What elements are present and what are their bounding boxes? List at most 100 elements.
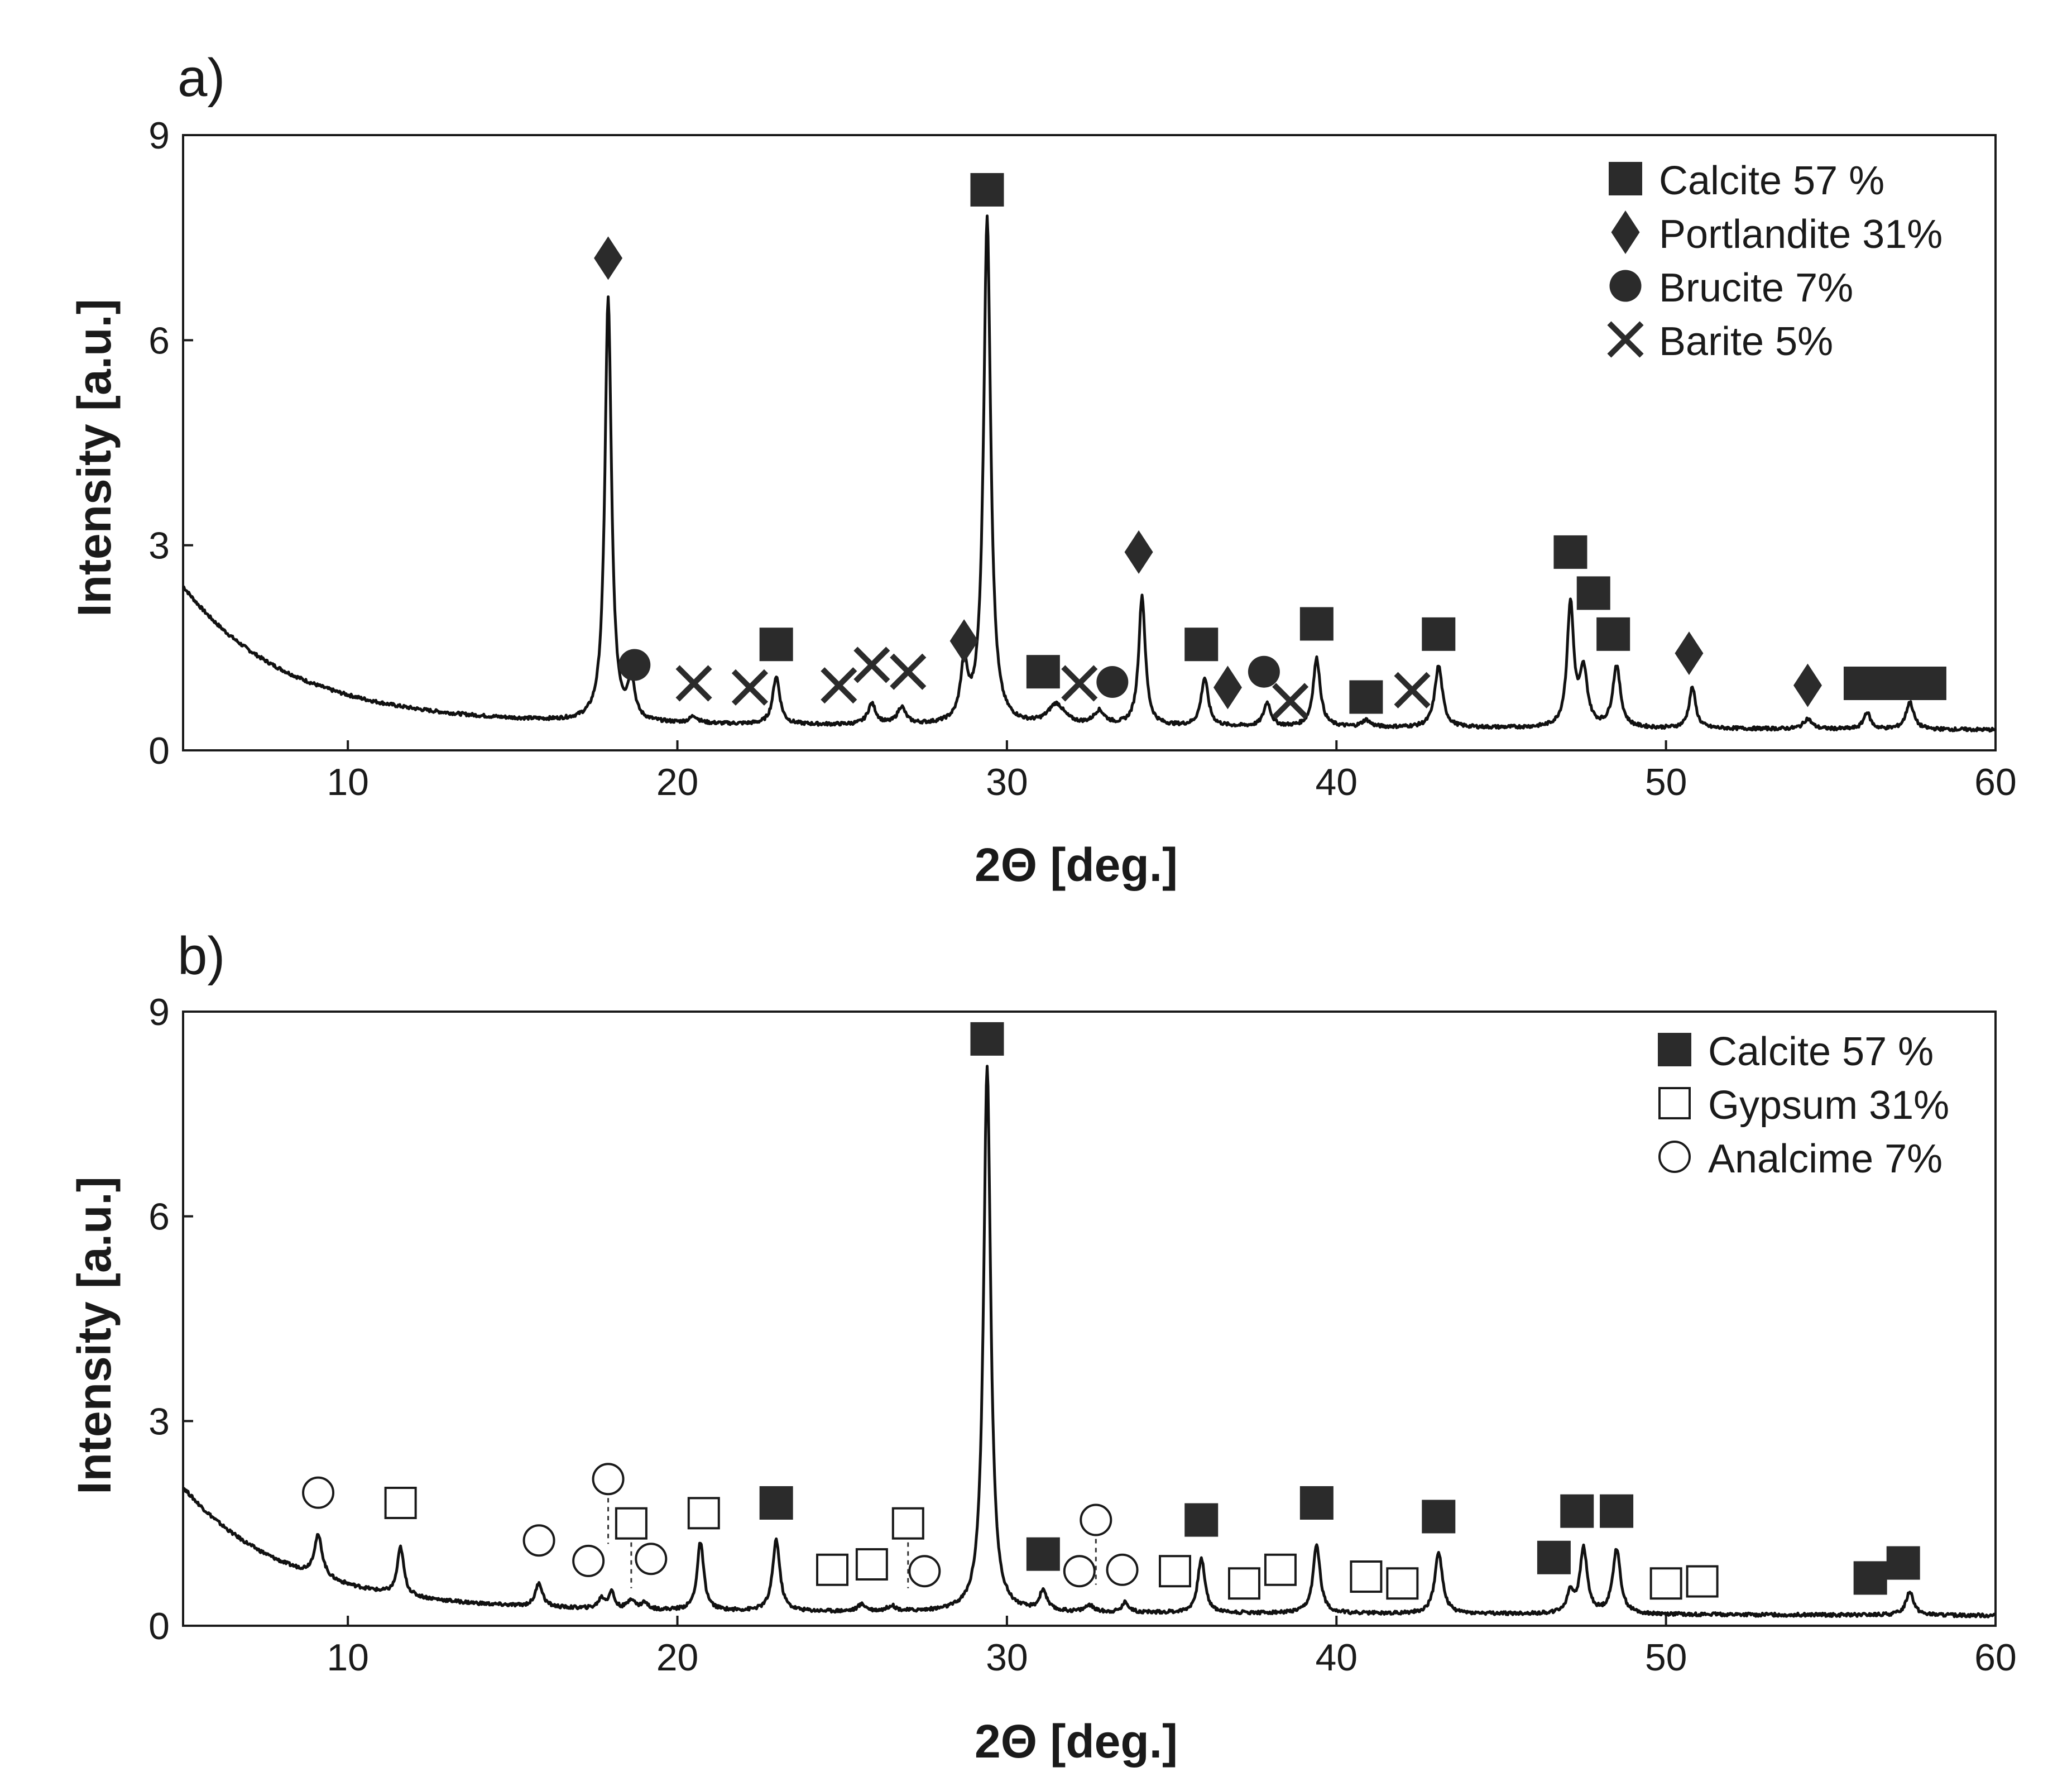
peak-marker-calcite xyxy=(759,1486,793,1520)
panel-a-y-ticks: 0 3 6 9 xyxy=(148,114,170,772)
peak-marker-calcite xyxy=(1600,1494,1634,1528)
peak-marker-barite xyxy=(853,647,890,683)
legend-symbol-cross xyxy=(1607,321,1644,358)
x-tick-label: 60 xyxy=(1974,761,2017,803)
legend-symbol-filled-diamond xyxy=(1611,210,1640,254)
x-tick-label: 50 xyxy=(1645,1636,1687,1679)
panel-b-y-ticks: 0 3 6 9 xyxy=(148,991,170,1648)
peak-marker-analcime xyxy=(635,1543,668,1575)
peak-marker-calcite xyxy=(759,628,793,662)
peak-marker-barite xyxy=(731,669,768,706)
peak-marker-analcime xyxy=(1106,1553,1139,1586)
peak-marker-gypsum xyxy=(816,1553,849,1586)
peak-marker-calcite xyxy=(1422,617,1456,651)
peak-marker-gypsum xyxy=(1264,1553,1297,1586)
peak-marker-analcime xyxy=(302,1476,335,1509)
peak-marker-calcite xyxy=(970,1022,1004,1056)
y-tick-label: 6 xyxy=(148,319,170,362)
x-tick-label: 40 xyxy=(1315,761,1358,803)
peak-marker-calcite xyxy=(1026,655,1060,689)
legend-label-calcite: Calcite 57 % xyxy=(1708,1029,1934,1074)
peak-marker-portlandite xyxy=(1793,663,1822,707)
legend-label-brucite: Brucite 7% xyxy=(1659,266,1853,310)
diffraction-trace xyxy=(182,1065,1996,1618)
peak-marker-barite xyxy=(1394,672,1431,708)
panel-b-legend: Calcite 57 % Gypsum 31% Analcime 7% xyxy=(1708,1029,1949,1181)
x-tick-label: 40 xyxy=(1315,1636,1358,1679)
peak-marker-calcite xyxy=(1184,628,1219,662)
plot-frame xyxy=(182,134,1997,751)
panel-b: b) 2Θ [deg.] Intensity [a.u.] 10 20 30 4… xyxy=(68,926,2017,1768)
peak-marker-gypsum xyxy=(687,1497,720,1530)
peak-marker-gypsum xyxy=(1227,1567,1260,1600)
panel-a-x-axis-label: 2Θ [deg.] xyxy=(975,839,1178,891)
panel-a: a) 2Θ [deg.] Intensity [a.u.] 10 20 30 4… xyxy=(68,48,2017,891)
y-tick-label: 9 xyxy=(148,991,170,1033)
peak-marker-gypsum xyxy=(1649,1567,1682,1600)
diffraction-trace xyxy=(182,214,1997,733)
legend-label-barite: Barite 5% xyxy=(1659,319,1833,364)
panel-a-legend: Calcite 57 % Portlandite 31% Brucite 7% … xyxy=(1659,159,1942,364)
legend-symbol-open-circle xyxy=(1658,1141,1691,1173)
y-tick-label: 3 xyxy=(148,525,170,567)
panel-b-x-axis-label: 2Θ [deg.] xyxy=(975,1715,1178,1768)
legend-label-analcime: Analcime 7% xyxy=(1708,1137,1942,1181)
peak-marker-calcite xyxy=(1026,1537,1060,1571)
peak-marker-analcime xyxy=(592,1463,625,1496)
peak-marker-gypsum xyxy=(615,1507,648,1540)
y-tick-label: 0 xyxy=(148,1605,170,1648)
peak-marker-calcite xyxy=(1576,576,1610,610)
peak-marker-analcime xyxy=(1063,1555,1096,1588)
peak-marker-calcite xyxy=(1886,1546,1920,1580)
peak-marker-gypsum xyxy=(1386,1567,1419,1600)
y-tick-label: 0 xyxy=(148,730,170,772)
x-tick-label: 30 xyxy=(986,761,1028,803)
peak-marker-analcime xyxy=(1080,1503,1112,1536)
peak-marker-gypsum xyxy=(384,1487,417,1519)
y-tick-label: 6 xyxy=(148,1196,170,1238)
peak-marker-gypsum xyxy=(1350,1560,1383,1593)
y-tick-label: 9 xyxy=(148,114,170,157)
legend-label-gypsum: Gypsum 31% xyxy=(1708,1083,1949,1128)
peak-marker-barite xyxy=(1272,683,1309,720)
peak-marker-brucite xyxy=(1096,666,1129,698)
peak-marker-barite xyxy=(821,667,857,704)
legend-label-portlandite: Portlandite 31% xyxy=(1659,212,1942,257)
peak-marker-calcite xyxy=(1853,1561,1887,1595)
peak-marker-calcite xyxy=(970,173,1004,207)
peak-marker-analcime xyxy=(522,1524,555,1557)
panel-b-x-ticks: 10 20 30 40 50 60 xyxy=(327,1636,2016,1679)
peak-marker-analcime xyxy=(572,1544,605,1577)
legend-symbol-filled-square xyxy=(1658,1033,1691,1066)
peak-marker-gypsum xyxy=(855,1548,888,1581)
x-tick-label: 20 xyxy=(656,1636,699,1679)
panel-b-y-axis-label: Intensity [a.u.] xyxy=(68,1176,121,1494)
peak-marker-gypsum xyxy=(891,1507,924,1540)
peak-marker-calcite xyxy=(1349,680,1383,714)
panel-b-label: b) xyxy=(178,926,225,986)
legend-symbol-filled-circle xyxy=(1609,270,1642,302)
peak-marker-analcime xyxy=(908,1555,941,1588)
peak-marker-brucite xyxy=(618,649,651,681)
peak-marker-calcite xyxy=(1596,617,1630,651)
peak-marker-portlandite xyxy=(594,236,623,280)
peak-marker-portlandite xyxy=(949,619,979,663)
peak-marker-gypsum xyxy=(1158,1555,1191,1588)
peak-marker-barite xyxy=(675,665,712,702)
panel-a-label: a) xyxy=(178,48,225,108)
y-tick-label: 3 xyxy=(148,1400,170,1443)
peak-marker-calcite xyxy=(1299,607,1334,641)
panel-a-y-axis-label: Intensity [a.u.] xyxy=(68,299,121,616)
peak-marker-calcite xyxy=(1553,535,1587,569)
plot-frame xyxy=(182,1011,1997,1627)
peak-marker-barite xyxy=(1061,665,1098,702)
peak-marker-gypsum xyxy=(1686,1565,1719,1598)
peak-marker-calcite xyxy=(1912,667,1946,701)
peak-marker-portlandite xyxy=(1213,665,1242,710)
panel-a-x-ticks: 10 20 30 40 50 60 xyxy=(327,761,2016,803)
peak-marker-portlandite xyxy=(1124,530,1153,574)
legend-symbol-open-square xyxy=(1658,1087,1691,1119)
legend-label-calcite: Calcite 57 % xyxy=(1659,159,1884,203)
peak-marker-calcite xyxy=(1422,1500,1456,1534)
